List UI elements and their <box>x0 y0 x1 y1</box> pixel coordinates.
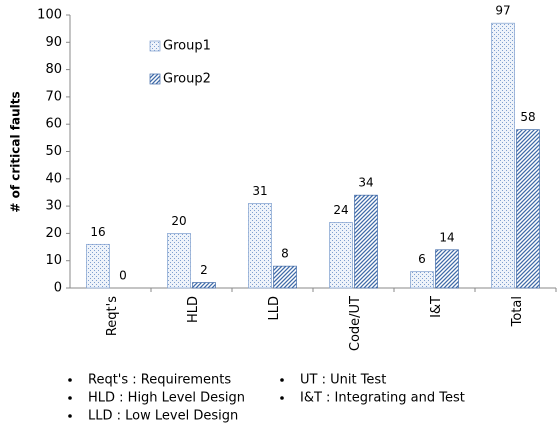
y-tick-label: 10 <box>45 253 62 268</box>
bar <box>273 265 297 289</box>
data-label: 24 <box>333 203 348 217</box>
bar <box>410 271 434 289</box>
y-tick-label: 40 <box>45 171 62 186</box>
legend-label: Group2 <box>163 72 211 87</box>
data-label: 34 <box>358 176 373 190</box>
x-tick-label: Reqt's <box>105 296 120 336</box>
note-bullet <box>68 396 72 400</box>
y-tick-label: 20 <box>45 226 62 241</box>
bar <box>192 282 216 289</box>
bar <box>491 22 515 289</box>
legend-swatch <box>149 73 161 85</box>
data-label: 31 <box>252 184 267 198</box>
x-tick-label: Code/UT <box>348 296 363 351</box>
bar <box>354 194 378 289</box>
y-tick-label: 100 <box>37 8 62 23</box>
note: I&T : Integrating and Test <box>300 391 465 406</box>
x-tick-label: LLD <box>267 296 282 321</box>
data-label: 2 <box>200 263 208 277</box>
y-tick-label: 80 <box>45 62 62 77</box>
note-bullet <box>280 396 284 400</box>
note: UT : Unit Test <box>300 373 386 388</box>
bar <box>329 222 353 289</box>
data-label: 6 <box>418 252 426 266</box>
note-bullet <box>68 378 72 382</box>
x-tick-label: HLD <box>186 296 201 323</box>
bar <box>167 233 191 289</box>
y-axis-label: # of critical faults <box>9 91 23 212</box>
y-tick-label: 60 <box>45 117 62 132</box>
bar <box>516 129 540 289</box>
note: HLD : High Level Design <box>88 391 245 406</box>
y-tick-label: 50 <box>45 144 62 159</box>
data-label: 8 <box>281 247 289 261</box>
x-tick-label: Total <box>510 296 525 327</box>
data-label: 0 <box>119 269 127 283</box>
note: LLD : Low Level Design <box>88 409 238 424</box>
legend-label: Group1 <box>163 39 211 54</box>
data-label: 20 <box>171 214 186 228</box>
y-tick-label: 90 <box>45 35 62 50</box>
bar <box>435 249 459 289</box>
y-tick-label: 30 <box>45 199 62 214</box>
x-tick-label: I&T <box>429 296 444 318</box>
note-bullet <box>68 414 72 418</box>
data-label: 16 <box>90 225 105 239</box>
bar <box>248 203 272 289</box>
legend-swatch <box>149 40 161 52</box>
note: Reqt's : Requirements <box>88 373 231 388</box>
data-label: 97 <box>495 4 510 18</box>
note-bullet <box>280 378 284 382</box>
y-tick-label: 70 <box>45 89 62 104</box>
bar <box>86 243 110 289</box>
data-label: 58 <box>520 110 535 124</box>
data-label: 14 <box>439 230 454 244</box>
y-tick-label: 0 <box>54 281 62 296</box>
